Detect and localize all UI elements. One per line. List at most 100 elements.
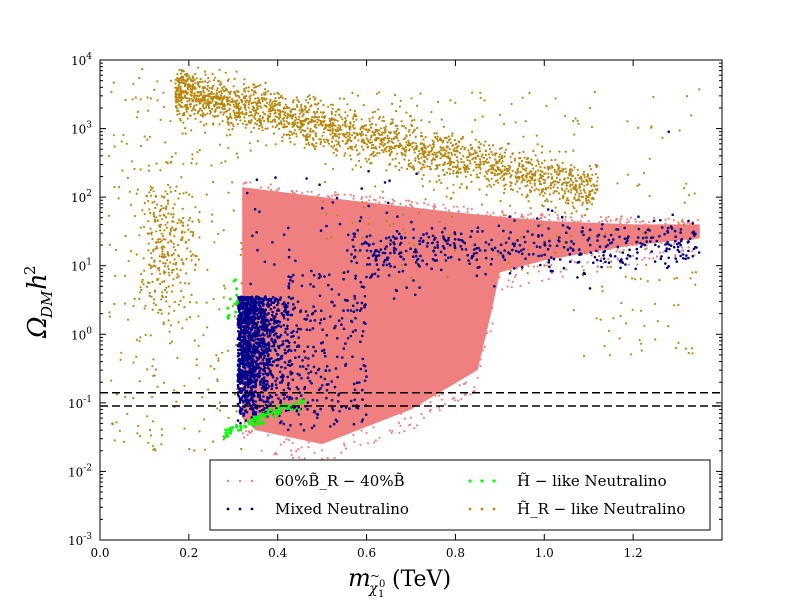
mixed-point — [247, 323, 250, 326]
mixed-point — [245, 410, 249, 414]
higgsino-r-point — [529, 191, 532, 194]
bino-point — [594, 235, 597, 238]
mixed-point — [250, 297, 254, 301]
higgsino-r-point — [264, 112, 267, 116]
higgsino-r-point — [409, 115, 413, 118]
higgsino-r-point — [314, 103, 317, 106]
higgsino-r-point — [158, 269, 161, 272]
higgsino-r-point — [153, 200, 156, 203]
higgsino-r-point — [362, 104, 365, 107]
bino-point — [376, 228, 379, 231]
higgsino-r-point — [152, 211, 155, 214]
higgsino-r-point — [186, 247, 189, 250]
higgsino-r-point — [262, 92, 265, 95]
higgsino-r-point — [180, 72, 183, 75]
higgsino-r-point — [293, 143, 296, 146]
higgsino-r-point — [230, 121, 233, 125]
higgsino-r-point — [525, 167, 528, 170]
higgsino-r-point — [488, 144, 491, 147]
higgsino-r-point — [196, 99, 199, 102]
higgsino-r-point — [467, 167, 470, 171]
higgsino-r-point — [194, 206, 197, 209]
bino-point — [560, 235, 563, 238]
bino-point — [303, 411, 306, 414]
bino-point — [250, 431, 253, 434]
bino-point — [573, 251, 576, 254]
higgsino-r-point — [532, 167, 535, 170]
higgsino-r-point — [460, 137, 463, 141]
bino-point — [652, 216, 656, 220]
higgsino-r-point — [180, 219, 183, 222]
higgsino-r-point — [141, 278, 144, 281]
higgsino-r-point — [243, 106, 246, 109]
higgsino-r-point — [314, 145, 318, 148]
higgsino-r-point — [179, 85, 182, 88]
higgsino-r-point — [260, 93, 263, 96]
higgsino-r-point — [589, 168, 593, 171]
higgsino-r-point — [519, 236, 522, 239]
higgsino-r-point — [601, 285, 604, 288]
bino-point — [667, 217, 670, 220]
bino-point — [456, 205, 459, 208]
higgsino-r-point — [452, 191, 455, 194]
higgsino-r-point — [404, 137, 407, 140]
higgsino-r-point — [212, 96, 215, 99]
mixed-point — [262, 298, 265, 301]
higgsino-r-point — [435, 132, 438, 135]
mixed-point — [236, 354, 240, 358]
bino-point — [438, 236, 441, 239]
higgsino-r-point — [329, 103, 332, 106]
higgsino-r-point — [447, 151, 450, 154]
higgsino-r-point — [148, 428, 152, 432]
bino-point — [689, 233, 692, 236]
higgsino-r-point — [259, 115, 262, 118]
higgsino-r-point — [568, 185, 572, 188]
higgsino-r-point — [603, 344, 606, 348]
higgsino-r-point — [185, 91, 188, 94]
higgsino-r-point — [487, 153, 491, 156]
mixed-point — [273, 342, 276, 346]
higgsino-r-point — [508, 172, 511, 175]
higgsino-r-point — [177, 303, 181, 306]
bino-point — [470, 207, 473, 210]
higgsino-r-point — [443, 173, 446, 176]
higgsino-r-point — [243, 88, 246, 91]
higgsino-r-point — [163, 288, 166, 292]
higgsino-r-point — [561, 182, 564, 185]
higgsino-r-point — [389, 132, 392, 135]
higgsino-r-point — [170, 220, 174, 223]
higgsino-r-point — [211, 100, 214, 103]
higgsino-r-point — [509, 155, 512, 158]
higgsino-r-point — [379, 142, 382, 145]
higgsino-r-point — [532, 149, 535, 153]
higgsino-r-point — [163, 265, 166, 268]
higgsino-r-point — [434, 153, 437, 156]
higgsino-r-point — [139, 286, 142, 289]
higgsino-r-point — [498, 147, 502, 150]
higgsino-r-point — [115, 421, 118, 424]
higgsino-r-point — [227, 99, 231, 102]
higgsino-r-point — [451, 166, 455, 169]
bino-point — [473, 386, 476, 389]
bino-point — [400, 224, 403, 227]
bino-point — [326, 457, 329, 460]
bino-point — [527, 259, 530, 262]
higgsino-r-point — [561, 197, 565, 200]
mixed-point — [255, 323, 259, 327]
bino-point — [409, 416, 413, 419]
higgsino-r-point — [310, 121, 313, 124]
higgsino-r-point — [509, 181, 512, 184]
bino-point — [428, 410, 431, 413]
higgsino-r-point — [330, 110, 333, 114]
higgsino-r-point — [396, 136, 399, 139]
higgsino-r-point — [233, 100, 236, 103]
higgsino-r-point — [374, 146, 377, 149]
higgsino-r-point — [372, 133, 375, 136]
higgsino-r-point — [531, 176, 534, 179]
higgsino-r-point — [354, 136, 357, 139]
higgsino-r-point — [685, 182, 688, 185]
mixed-point — [236, 323, 240, 327]
bino-point — [507, 279, 510, 282]
bino-point — [411, 206, 415, 209]
higgsino-r-point — [367, 158, 370, 161]
